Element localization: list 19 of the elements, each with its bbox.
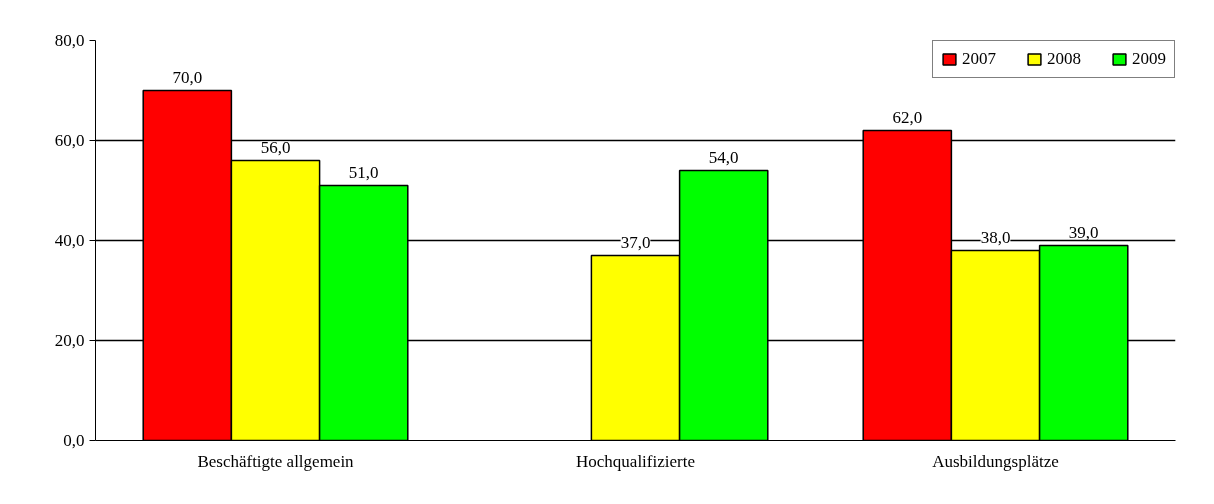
y-tick-label: 0,0 — [63, 431, 85, 450]
legend-label: 2007 — [962, 49, 996, 69]
data-label: 39,0 — [1068, 222, 1099, 242]
x-tick-label: Hochqualifizierte — [576, 451, 695, 471]
data-label: 38,0 — [980, 227, 1011, 247]
legend-label: 2008 — [1047, 49, 1081, 69]
data-label: 37,0 — [620, 232, 651, 252]
y-tick-label: 80,0 — [54, 31, 85, 50]
x-tick-label: Ausbildungsplätze — [932, 451, 1059, 471]
y-tick-label: 40,0 — [54, 231, 85, 250]
data-label: 54,0 — [708, 147, 739, 167]
data-label: 51,0 — [348, 162, 379, 182]
x-tick-label: Beschäftigte allgemein — [197, 451, 355, 471]
data-label: 70,0 — [172, 67, 203, 87]
data-label: 62,0 — [892, 107, 923, 127]
y-tick-label: 60,0 — [54, 131, 85, 150]
legend-label: 2009 — [1132, 49, 1166, 69]
y-tick-label: 20,0 — [54, 331, 85, 350]
data-label: 56,0 — [260, 137, 291, 157]
